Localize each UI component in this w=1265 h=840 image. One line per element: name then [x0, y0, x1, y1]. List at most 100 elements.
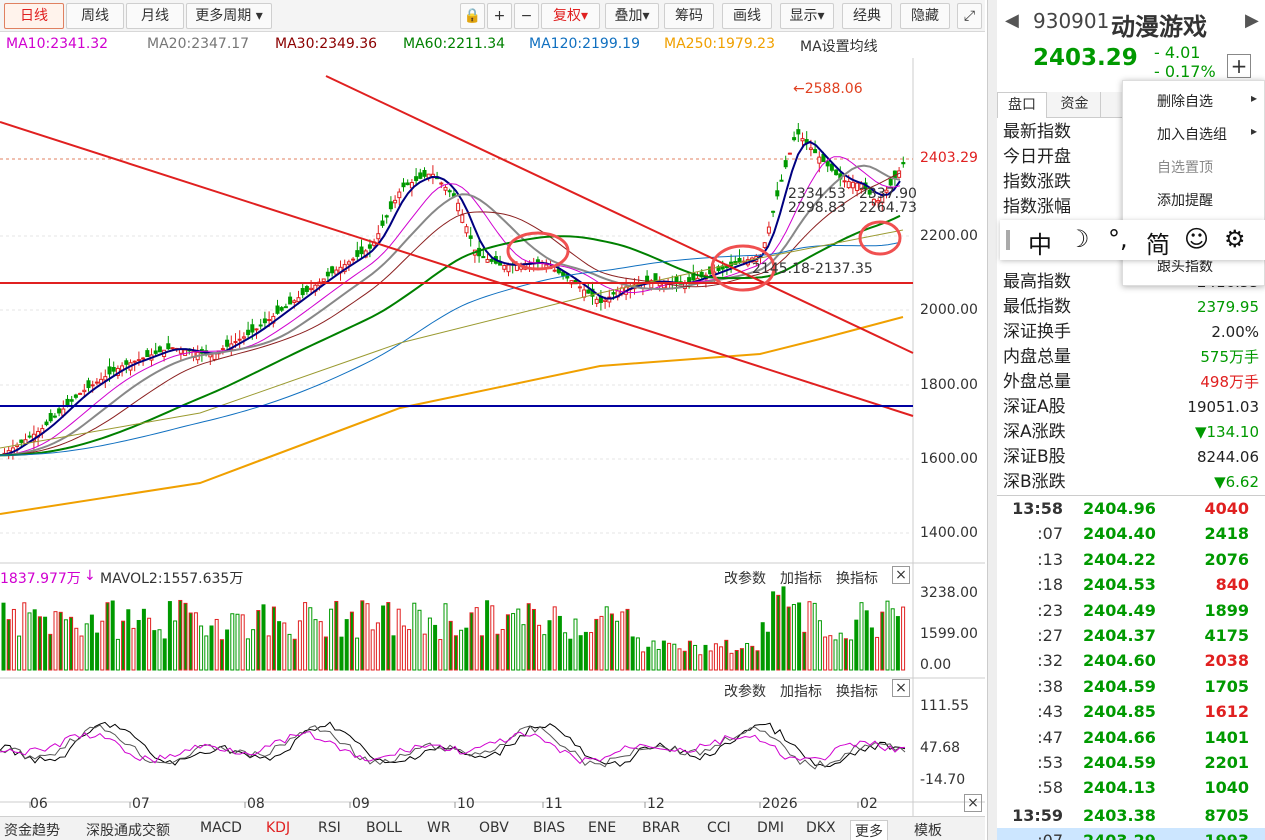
quote-row-value: ▼6.62 — [1214, 473, 1259, 491]
tab-fund-trend[interactable]: 资金趋势 — [4, 823, 60, 839]
tab-dmi[interactable]: DMI — [757, 820, 784, 836]
zoom-in-icon[interactable]: + — [487, 3, 512, 29]
chevron-left-icon[interactable]: ◀ — [1005, 10, 1019, 31]
emoji-icon[interactable]: ☺ — [1184, 225, 1210, 253]
moon-icon[interactable]: ☽ — [1068, 225, 1090, 253]
tab-bias[interactable]: BIAS — [533, 820, 566, 836]
candle-body — [787, 152, 792, 155]
menu-add-alert[interactable]: 添加提醒 — [1157, 193, 1213, 209]
tick-row[interactable]: :47 2404.66 1401 — [997, 725, 1265, 751]
indicator-tabs: 资金趋势 深股通成交额 MACD KDJ RSI BOLL WR OBV BIA… — [0, 816, 985, 840]
close-icon[interactable]: × — [892, 679, 910, 697]
tab-quote[interactable]: 盘口 — [997, 92, 1047, 118]
overlay-button[interactable]: 叠加▾ — [605, 3, 659, 29]
tick-row[interactable]: 13:59 2403.38 8705 — [997, 803, 1265, 829]
tick-row[interactable]: :32 2404.60 2038 — [997, 648, 1265, 674]
tab-rsi[interactable]: RSI — [318, 820, 341, 836]
candle-body — [283, 306, 288, 309]
tick-row[interactable]: :18 2404.53 840 — [997, 572, 1265, 598]
template-button[interactable]: 模板 — [914, 823, 942, 839]
edit-params-button[interactable]: 改参数 — [724, 684, 766, 700]
chips-button[interactable]: 筹码 — [664, 3, 714, 29]
volume-bar — [521, 624, 526, 671]
tick-volume: 1705 — [1204, 676, 1249, 696]
quote-row: 深证换手 2.00% — [1003, 320, 1259, 345]
tab-sgt-volume[interactable]: 深股通成交额 — [86, 823, 170, 839]
menu-follow-index[interactable]: 跟头指数 — [1157, 259, 1213, 275]
tick-row[interactable]: :38 2404.59 1705 — [997, 674, 1265, 700]
drag-handle-icon[interactable] — [1006, 230, 1010, 250]
close-icon[interactable]: × — [964, 794, 982, 812]
period-more-button[interactable]: 更多周期 ▾ — [186, 3, 272, 29]
ma-settings-button[interactable]: MA设置均线 — [800, 39, 878, 55]
tick-row[interactable]: :07 2404.40 2418 — [997, 521, 1265, 547]
tab-cci[interactable]: CCI — [707, 820, 731, 836]
tab-kdj[interactable]: KDJ — [266, 820, 291, 836]
lock-icon[interactable]: 🔒 — [460, 3, 485, 29]
menu-remove-favorite[interactable]: 删除自选 — [1157, 94, 1213, 110]
volume-bar — [823, 636, 828, 671]
hide-button[interactable]: 隐藏 — [900, 3, 950, 29]
tab-fund[interactable]: 资金 — [1049, 92, 1101, 118]
classic-button[interactable]: 经典 — [842, 3, 892, 29]
menu-pin-top[interactable]: 自选置顶 — [1157, 160, 1213, 176]
tick-row[interactable]: :23 2404.49 1899 — [997, 598, 1265, 624]
tick-row[interactable]: :27 2404.37 4175 — [997, 623, 1265, 649]
candle-body — [405, 182, 410, 186]
tab-macd[interactable]: MACD — [200, 820, 242, 836]
candle-body — [443, 186, 448, 191]
fullscreen-icon[interactable]: ⤢ — [957, 3, 982, 29]
zoom-out-icon[interactable]: − — [514, 3, 539, 29]
volume-bar — [859, 602, 864, 671]
fuquan-label: 复权 — [552, 8, 581, 24]
tab-ene[interactable]: ENE — [588, 820, 617, 836]
quote-row-label: 最低指数 — [1003, 297, 1071, 317]
tab-wr[interactable]: WR — [427, 820, 451, 836]
tab-brar[interactable]: BRAR — [642, 820, 681, 836]
tab-obv[interactable]: OBV — [479, 820, 509, 836]
tick-row[interactable]: :07 2403.29 1993 — [997, 828, 1265, 840]
period-more-label: 更多周期 — [195, 8, 252, 24]
tick-list[interactable]: 13:58 2404.96 4040:07 2404.40 2418:13 2404.22… — [997, 496, 1265, 840]
quote-row: 指数涨幅 — [1003, 195, 1259, 220]
volume-bar — [563, 632, 568, 671]
switch-indicator-button[interactable]: 换指标 — [836, 571, 878, 587]
switch-indicator-button[interactable]: 换指标 — [836, 684, 878, 700]
add-indicator-button[interactable]: 加指标 — [780, 571, 822, 587]
tick-row[interactable]: :58 2404.13 1040 — [997, 775, 1265, 801]
tick-row[interactable]: 13:58 2404.96 4040 — [997, 496, 1265, 522]
gear-icon[interactable]: ⚙ — [1224, 225, 1246, 253]
stock-name: 动漫游戏 — [1111, 13, 1207, 41]
stock-price: 2403.29 — [1033, 45, 1138, 71]
tick-row[interactable]: :43 2404.85 1612 — [997, 699, 1265, 725]
tick-row[interactable]: :53 2404.59 2201 — [997, 750, 1265, 776]
volume-bar — [121, 620, 126, 671]
punctuation-icon[interactable]: °, — [1108, 225, 1128, 253]
display-button[interactable]: 显示▾ — [780, 3, 834, 29]
volume-bar — [69, 616, 74, 671]
fuquan-button[interactable]: 复权▾ — [541, 3, 600, 29]
kline-chart[interactable] — [0, 58, 985, 816]
menu-add-group[interactable]: 加入自选组 — [1157, 127, 1227, 143]
volume-bar — [474, 607, 479, 671]
add-favorite-icon[interactable]: + — [1227, 54, 1251, 78]
simplified-icon[interactable]: 简 — [1146, 231, 1170, 259]
close-icon[interactable]: × — [892, 566, 910, 584]
tab-boll[interactable]: BOLL — [366, 820, 402, 836]
chinese-mode-icon[interactable]: 中 — [1028, 231, 1052, 259]
candle-body — [460, 214, 465, 223]
period-week-button[interactable]: 周线 — [66, 3, 124, 29]
period-month-button[interactable]: 月线 — [126, 3, 184, 29]
volume-bar — [895, 616, 900, 671]
draw-line-button[interactable]: 画线 — [722, 3, 772, 29]
candle-body — [829, 163, 834, 171]
tab-dkx[interactable]: DKX — [806, 820, 836, 836]
more-tabs-button[interactable]: 更多 — [850, 820, 888, 840]
edit-params-button[interactable]: 改参数 — [724, 571, 766, 587]
period-day-button[interactable]: 日线 — [4, 3, 64, 29]
chevron-right-icon[interactable]: ▶ — [1245, 10, 1259, 31]
highlight-circle — [710, 244, 776, 292]
volume-bar — [713, 643, 718, 671]
tick-row[interactable]: :13 2404.22 2076 — [997, 547, 1265, 573]
add-indicator-button[interactable]: 加指标 — [780, 684, 822, 700]
